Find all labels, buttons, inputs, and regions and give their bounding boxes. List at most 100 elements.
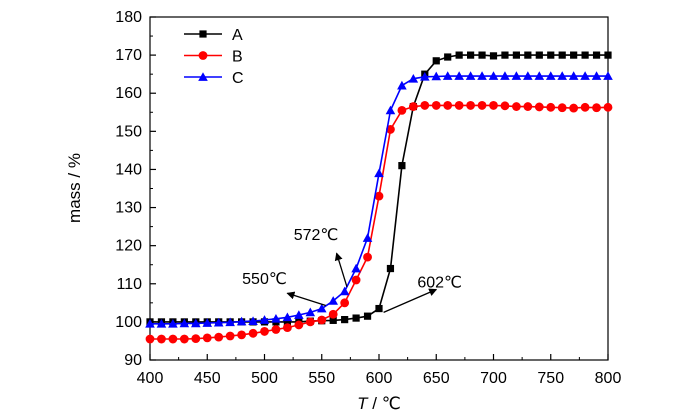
y-tick-label: 160 xyxy=(115,85,142,102)
data-point xyxy=(477,101,487,110)
x-tick-label: 450 xyxy=(194,370,221,387)
data-point xyxy=(260,327,269,336)
data-point xyxy=(294,320,304,330)
data-point xyxy=(202,333,212,343)
data-point xyxy=(305,317,315,327)
data-point xyxy=(386,264,395,273)
data-point xyxy=(524,51,532,59)
annotation: 572℃ xyxy=(294,227,348,288)
legend-label: B xyxy=(232,49,243,66)
data-point xyxy=(454,71,464,80)
data-point xyxy=(351,275,361,285)
series-layer xyxy=(145,51,613,344)
data-point xyxy=(328,309,338,319)
annotation-label: 550℃ xyxy=(242,271,287,288)
data-point xyxy=(363,312,372,320)
data-point xyxy=(156,318,167,328)
data-point xyxy=(523,102,533,111)
y-tick-label: 180 xyxy=(115,9,142,26)
data-point xyxy=(283,323,292,333)
data-point xyxy=(248,316,258,325)
data-point xyxy=(271,314,281,323)
data-point xyxy=(545,71,556,80)
data-point xyxy=(191,318,201,328)
x-tick-label: 500 xyxy=(251,370,278,387)
data-point xyxy=(489,101,498,110)
data-point xyxy=(604,51,612,59)
x-tick-label: 600 xyxy=(366,370,393,387)
y-tick-label: 90 xyxy=(124,352,142,369)
data-point xyxy=(362,233,373,242)
data-point xyxy=(236,316,247,326)
y-tick-label: 100 xyxy=(115,314,142,331)
y-tick-label: 130 xyxy=(115,200,142,217)
data-point xyxy=(580,102,590,112)
annotation-arrow xyxy=(383,288,438,313)
data-point xyxy=(145,334,155,344)
data-point xyxy=(225,317,235,327)
annotation: 550℃ xyxy=(242,271,326,307)
data-point xyxy=(329,316,337,324)
annotation-arrow xyxy=(286,291,326,307)
y-tick-label: 170 xyxy=(115,47,142,64)
data-point xyxy=(570,51,578,59)
data-point xyxy=(386,125,395,134)
legend-item-B: B xyxy=(184,49,243,66)
data-point xyxy=(511,71,522,80)
data-point xyxy=(398,162,406,170)
y-tick-label: 150 xyxy=(115,123,142,140)
data-point xyxy=(431,101,441,110)
x-axis-unit: / ℃ xyxy=(368,394,401,413)
data-point xyxy=(375,304,383,313)
data-point xyxy=(420,72,430,81)
data-point xyxy=(385,105,396,115)
data-point xyxy=(442,71,453,80)
data-point xyxy=(420,101,430,110)
data-point xyxy=(478,51,486,59)
data-point xyxy=(351,263,361,273)
x-tick-label: 800 xyxy=(595,370,622,387)
series-line xyxy=(150,54,608,323)
data-point xyxy=(603,71,613,80)
data-point xyxy=(557,103,567,113)
data-point xyxy=(352,314,360,322)
data-point xyxy=(454,101,464,110)
data-point xyxy=(581,51,589,59)
data-point xyxy=(512,102,521,111)
y-tick-label: 140 xyxy=(115,161,142,178)
data-point xyxy=(592,103,601,113)
legend-item-A: A xyxy=(184,27,243,44)
data-point xyxy=(534,102,544,112)
x-tick-label: 400 xyxy=(137,370,164,387)
data-point xyxy=(547,51,555,59)
plot-area: 400 450 500 550 600 650 700 750 800 90 100 110 120 13… xyxy=(115,9,621,387)
series-B xyxy=(145,101,613,344)
data-point xyxy=(374,168,384,178)
data-point xyxy=(467,51,475,59)
data-point xyxy=(157,334,166,344)
data-point xyxy=(305,307,316,317)
data-point xyxy=(465,71,476,80)
data-point xyxy=(535,51,543,59)
data-point xyxy=(603,102,613,112)
data-point xyxy=(213,317,224,327)
data-point xyxy=(489,52,498,60)
data-point xyxy=(237,330,247,340)
legend-marker xyxy=(199,30,207,38)
data-point xyxy=(397,80,407,90)
data-point xyxy=(569,103,579,113)
legend: ABC xyxy=(184,27,244,87)
data-point xyxy=(557,71,567,80)
data-point xyxy=(283,318,291,326)
data-point xyxy=(168,318,178,328)
data-point xyxy=(179,318,190,328)
data-point xyxy=(145,318,155,328)
x-tick-label: 700 xyxy=(480,370,507,387)
y-axis-title: mass / % xyxy=(65,153,84,223)
data-point xyxy=(317,315,327,325)
data-point xyxy=(443,101,453,110)
data-point xyxy=(168,334,178,344)
annotation-arrow xyxy=(334,252,348,288)
series-C xyxy=(145,71,613,328)
annotation-label: 602℃ xyxy=(417,275,462,292)
